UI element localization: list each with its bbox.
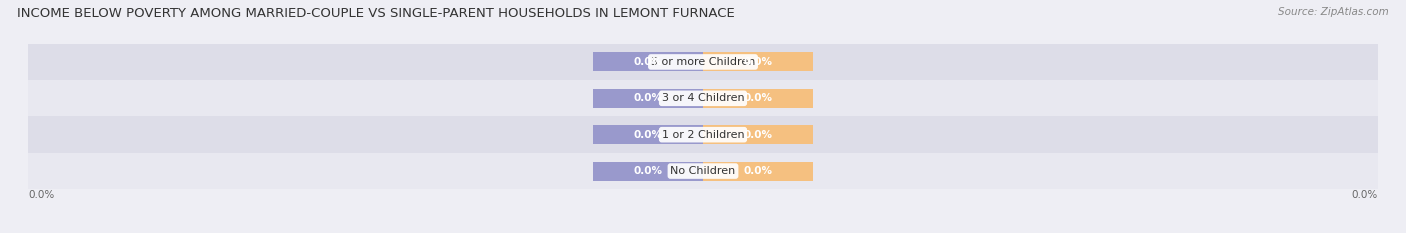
- Text: 0.0%: 0.0%: [744, 166, 773, 176]
- Bar: [28, 116, 1378, 153]
- Text: No Children: No Children: [671, 166, 735, 176]
- Bar: [703, 125, 814, 144]
- Text: INCOME BELOW POVERTY AMONG MARRIED-COUPLE VS SINGLE-PARENT HOUSEHOLDS IN LEMONT : INCOME BELOW POVERTY AMONG MARRIED-COUPL…: [17, 7, 734, 20]
- Text: 1 or 2 Children: 1 or 2 Children: [662, 130, 744, 140]
- Text: 0.0%: 0.0%: [633, 166, 662, 176]
- Bar: [592, 125, 703, 144]
- Text: 0.0%: 0.0%: [633, 93, 662, 103]
- Text: 5 or more Children: 5 or more Children: [651, 57, 755, 67]
- Text: Source: ZipAtlas.com: Source: ZipAtlas.com: [1278, 7, 1389, 17]
- Text: 0.0%: 0.0%: [1351, 190, 1378, 200]
- Bar: [592, 162, 703, 181]
- Text: 0.0%: 0.0%: [633, 130, 662, 140]
- Bar: [28, 44, 1378, 80]
- Bar: [28, 153, 1378, 189]
- Text: 0.0%: 0.0%: [744, 93, 773, 103]
- Bar: [592, 52, 703, 71]
- Text: 0.0%: 0.0%: [744, 57, 773, 67]
- Bar: [703, 52, 814, 71]
- Text: 3 or 4 Children: 3 or 4 Children: [662, 93, 744, 103]
- Bar: [703, 162, 814, 181]
- Text: 0.0%: 0.0%: [744, 130, 773, 140]
- Bar: [28, 80, 1378, 116]
- Text: 0.0%: 0.0%: [28, 190, 55, 200]
- Bar: [703, 89, 814, 108]
- Bar: [592, 89, 703, 108]
- Text: 0.0%: 0.0%: [633, 57, 662, 67]
